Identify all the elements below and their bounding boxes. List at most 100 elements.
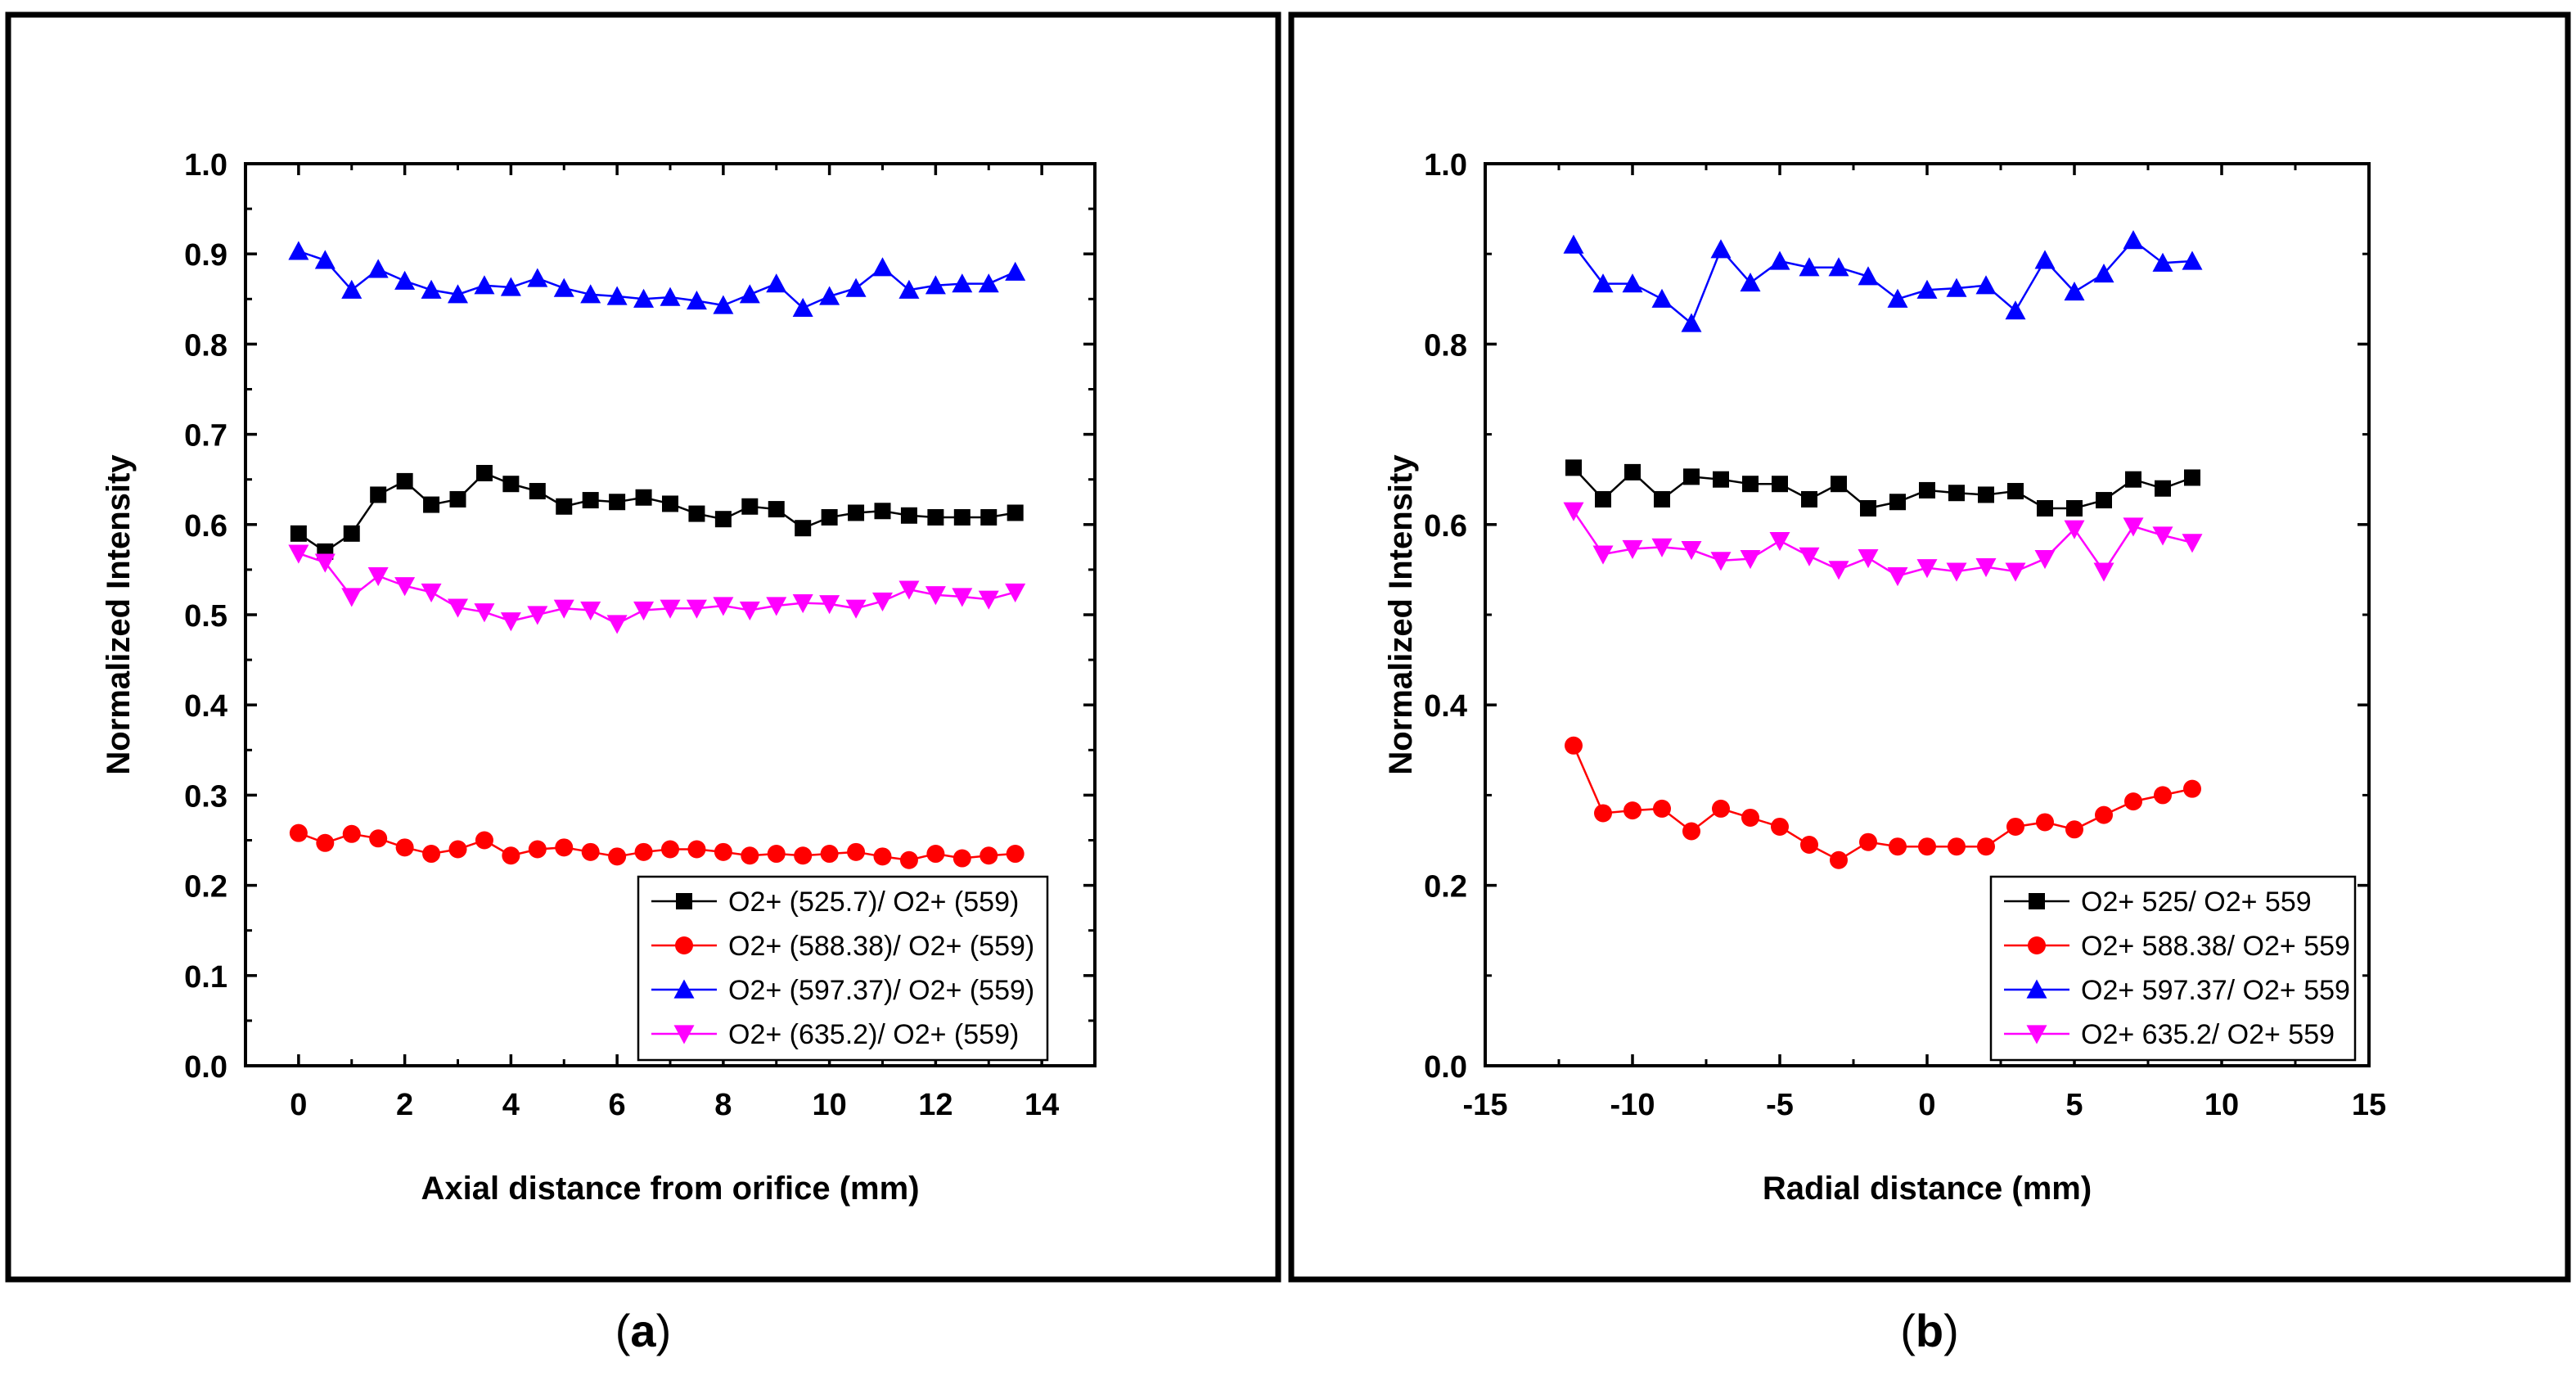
b-series-1-point (2037, 499, 2053, 517)
b-series-1-line (1573, 467, 2193, 510)
a-legend-box (637, 875, 1049, 1062)
b-xtick-label: 5 (2065, 1088, 2083, 1122)
a-legend-label-4: O2+ (635.2)/ O2+ (559) (728, 1019, 1019, 1050)
b-series-1-point (1565, 459, 1582, 476)
b-series-3-point (1769, 250, 1790, 270)
b-series-4-point (1592, 545, 1614, 565)
b-series-4-point (1563, 502, 1584, 521)
b-series-1-point (2007, 483, 2024, 500)
a-ytick-label: 0.0 (184, 1050, 227, 1085)
a-series-1-point (741, 498, 759, 515)
b-series-4-point (1799, 547, 1820, 566)
b-series-3-point (1681, 313, 1702, 332)
b-series-4-point (1740, 550, 1761, 570)
b-series-4-point (2064, 520, 2085, 539)
a-series-1-point (609, 494, 626, 511)
b-series-2-point (1889, 837, 1907, 856)
a-series-1-point (953, 508, 971, 526)
a-xtick-label: 12 (918, 1088, 952, 1122)
b-series-4-point (1916, 559, 1938, 579)
a-series-4-point (288, 544, 309, 564)
a-series-1-point (529, 483, 546, 500)
b-series-3-point (1651, 288, 1673, 308)
a-series-1-point (423, 496, 440, 513)
b-series-2-point (1918, 837, 1936, 856)
b-series-1-point (1860, 499, 1876, 517)
b-series-4-point (1828, 561, 1849, 580)
b-series-2-point (2154, 786, 2172, 805)
b-x-axis-label: Radial distance (mm) (1763, 1171, 2092, 1207)
b-series-3-point (1563, 234, 1584, 254)
a-series-4-point (713, 597, 734, 616)
a-ytick-label: 0.6 (184, 509, 227, 544)
a-series-2-point (847, 842, 866, 861)
b-series-1-point (2096, 492, 2112, 509)
a-series-2-point (475, 831, 493, 850)
a-ytick-label: 0.8 (184, 328, 227, 363)
a-ytick-label: 0.2 (184, 870, 227, 905)
a-series-4-point (952, 588, 973, 607)
b-series-3-point (1799, 257, 1820, 277)
a-series-3-point (394, 270, 416, 290)
a-series-3-point (686, 291, 707, 310)
b-series-4-point (1887, 566, 1908, 587)
b-series-3-point (1975, 275, 1997, 295)
a-ytick-label: 0.4 (184, 689, 227, 724)
b-series-1-point (2184, 469, 2200, 486)
b-series-1-point (1801, 490, 1817, 508)
b-legend-label-2: O2+ 588.38/ O2+ 559 (2081, 931, 2350, 962)
b-ytick-label: 0.6 (1424, 509, 1467, 544)
a-series-4-line (298, 552, 1016, 625)
a-series-3-point (527, 268, 548, 287)
b-series-2-point (2006, 817, 2024, 836)
a-series-1-point (848, 504, 865, 521)
chart-a: 0.0 0.1 0.2 0.3 0.4 0.5 0.6 0.7 0.8 0.9 1.0 0 2 4 6 8 10… (101, 148, 1097, 1207)
a-series-3-point (978, 273, 999, 293)
a-legend-label-1: O2+ (525.7)/ O2+ (559) (728, 887, 1019, 918)
b-series-2-point (2124, 792, 2142, 811)
a-series-4-point (1005, 583, 1026, 602)
a-series-3-point (713, 295, 734, 314)
a-series-4-point (421, 583, 442, 602)
a-series-3-point (819, 286, 840, 305)
a-series-3-point (553, 277, 574, 297)
b-series-1-point (1889, 494, 1906, 511)
a-series-2-point (608, 847, 627, 866)
a-series-4-point (739, 601, 760, 620)
b-series-4-point (1946, 562, 1967, 582)
b-ytick-label: 0.0 (1424, 1050, 1467, 1085)
a-series-3-point (606, 286, 628, 305)
a-series-2-point (767, 845, 786, 864)
b-series-2-point (1859, 832, 1877, 851)
b-series-2-point (1977, 837, 1995, 856)
a-series-1-point (688, 505, 705, 522)
b-series-3-point (1710, 239, 1732, 259)
b-series-2-point (1624, 801, 1642, 820)
a-ytick-label: 0.1 (184, 960, 227, 995)
b-ytick-label: 0.2 (1424, 870, 1467, 905)
b-series-4-point (1858, 548, 1879, 569)
b-series-4-point (1622, 539, 1643, 560)
a-series-2-point (316, 833, 335, 852)
panel-a-letter: a (630, 1305, 656, 1356)
a-ytick-label: 0.7 (184, 419, 227, 453)
a-ytick-label: 0.3 (184, 779, 227, 814)
a-series-2-line (298, 832, 1016, 862)
a-xtick-label: 10 (812, 1088, 846, 1122)
b-series-2-point (2036, 813, 2054, 832)
a-series-2-point (555, 838, 574, 857)
a-series-1-point (768, 501, 785, 518)
panel-a-frame (5, 11, 1281, 1283)
a-series-3-point (925, 275, 946, 295)
b-xtick-label: -15 (1463, 1088, 1508, 1122)
a-series-1-point (396, 472, 413, 489)
a-xtick-label: 0 (290, 1088, 307, 1122)
b-series-3-point (2093, 263, 2114, 283)
b-series-3-point (2034, 250, 2056, 269)
b-xtick-label: 0 (1918, 1088, 1935, 1122)
b-legend-marker-3 (2026, 979, 2047, 999)
a-series-3-point (474, 275, 495, 295)
a-series-2-point (395, 838, 414, 857)
b-series-1-point (1683, 468, 1700, 485)
a-ytick-label: 0.5 (184, 599, 227, 634)
